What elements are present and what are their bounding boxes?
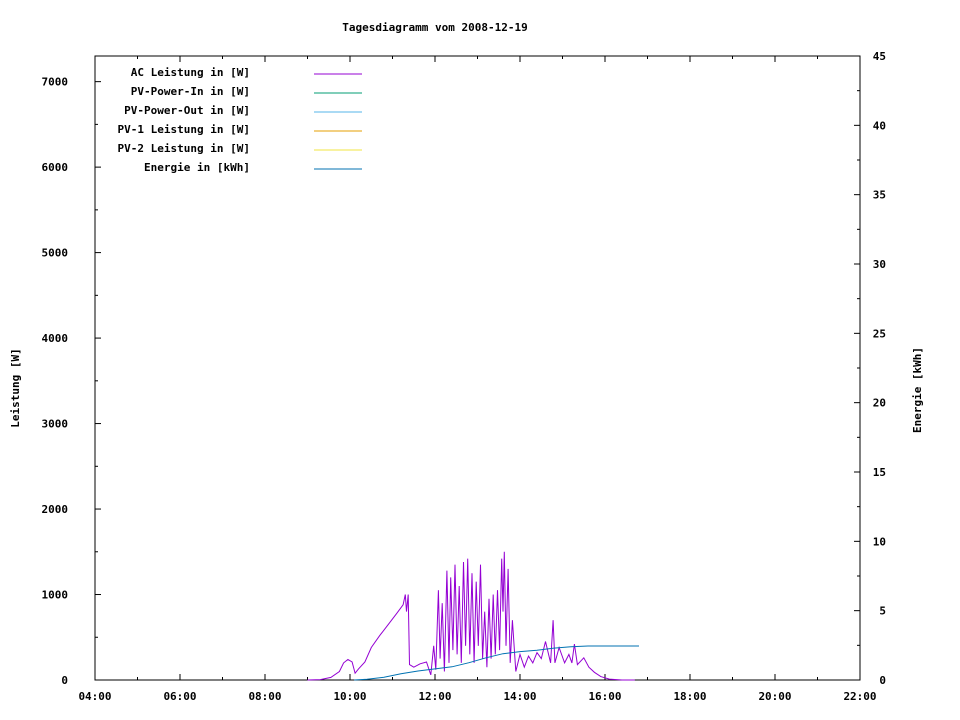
y2-tick-label: 0 <box>879 674 886 687</box>
x-tick-label: 20:00 <box>758 690 791 703</box>
y2-tick-label: 40 <box>873 119 886 132</box>
series-line-5 <box>354 645 639 681</box>
x-tick-label: 16:00 <box>588 690 621 703</box>
x-tick-label: 14:00 <box>503 690 536 703</box>
x-tick-label: 08:00 <box>248 690 281 703</box>
x-tick-label: 04:00 <box>78 690 111 703</box>
y2-tick-label: 20 <box>873 397 886 410</box>
legend-label: Energie in [kWh] <box>144 161 250 174</box>
legend-label: PV-Power-Out in [W] <box>124 104 250 117</box>
y-tick-label: 5000 <box>42 247 69 260</box>
legend-label: PV-Power-In in [W] <box>131 85 250 98</box>
y-tick-label: 0 <box>61 674 68 687</box>
y-tick-label: 7000 <box>42 76 69 89</box>
y2-axis-label: Energie [kWh] <box>911 347 924 433</box>
y2-tick-label: 10 <box>873 535 886 548</box>
x-tick-label: 22:00 <box>843 690 876 703</box>
legend-label: PV-2 Leistung in [W] <box>118 142 250 155</box>
y2-tick-label: 45 <box>873 50 886 63</box>
y2-tick-label: 35 <box>873 189 886 202</box>
x-tick-label: 18:00 <box>673 690 706 703</box>
y2-tick-label: 5 <box>879 605 886 618</box>
y2-tick-label: 30 <box>873 258 886 271</box>
x-tick-label: 10:00 <box>333 690 366 703</box>
y2-tick-label: 15 <box>873 466 886 479</box>
y-tick-label: 4000 <box>42 332 69 345</box>
chart-title: Tagesdiagramm vom 2008-12-19 <box>342 21 527 34</box>
y-tick-label: 6000 <box>42 161 69 174</box>
x-tick-label: 06:00 <box>163 690 196 703</box>
y2-tick-label: 25 <box>873 327 886 340</box>
x-tick-label: 12:00 <box>418 690 451 703</box>
legend-label: AC Leistung in [W] <box>131 66 250 79</box>
y-tick-label: 1000 <box>42 589 69 602</box>
series-line-0 <box>307 551 635 681</box>
y-tick-label: 3000 <box>42 418 69 431</box>
y-tick-label: 2000 <box>42 503 69 516</box>
y-axis-label: Leistung [W] <box>9 348 22 427</box>
legend-label: PV-1 Leistung in [W] <box>118 123 250 136</box>
